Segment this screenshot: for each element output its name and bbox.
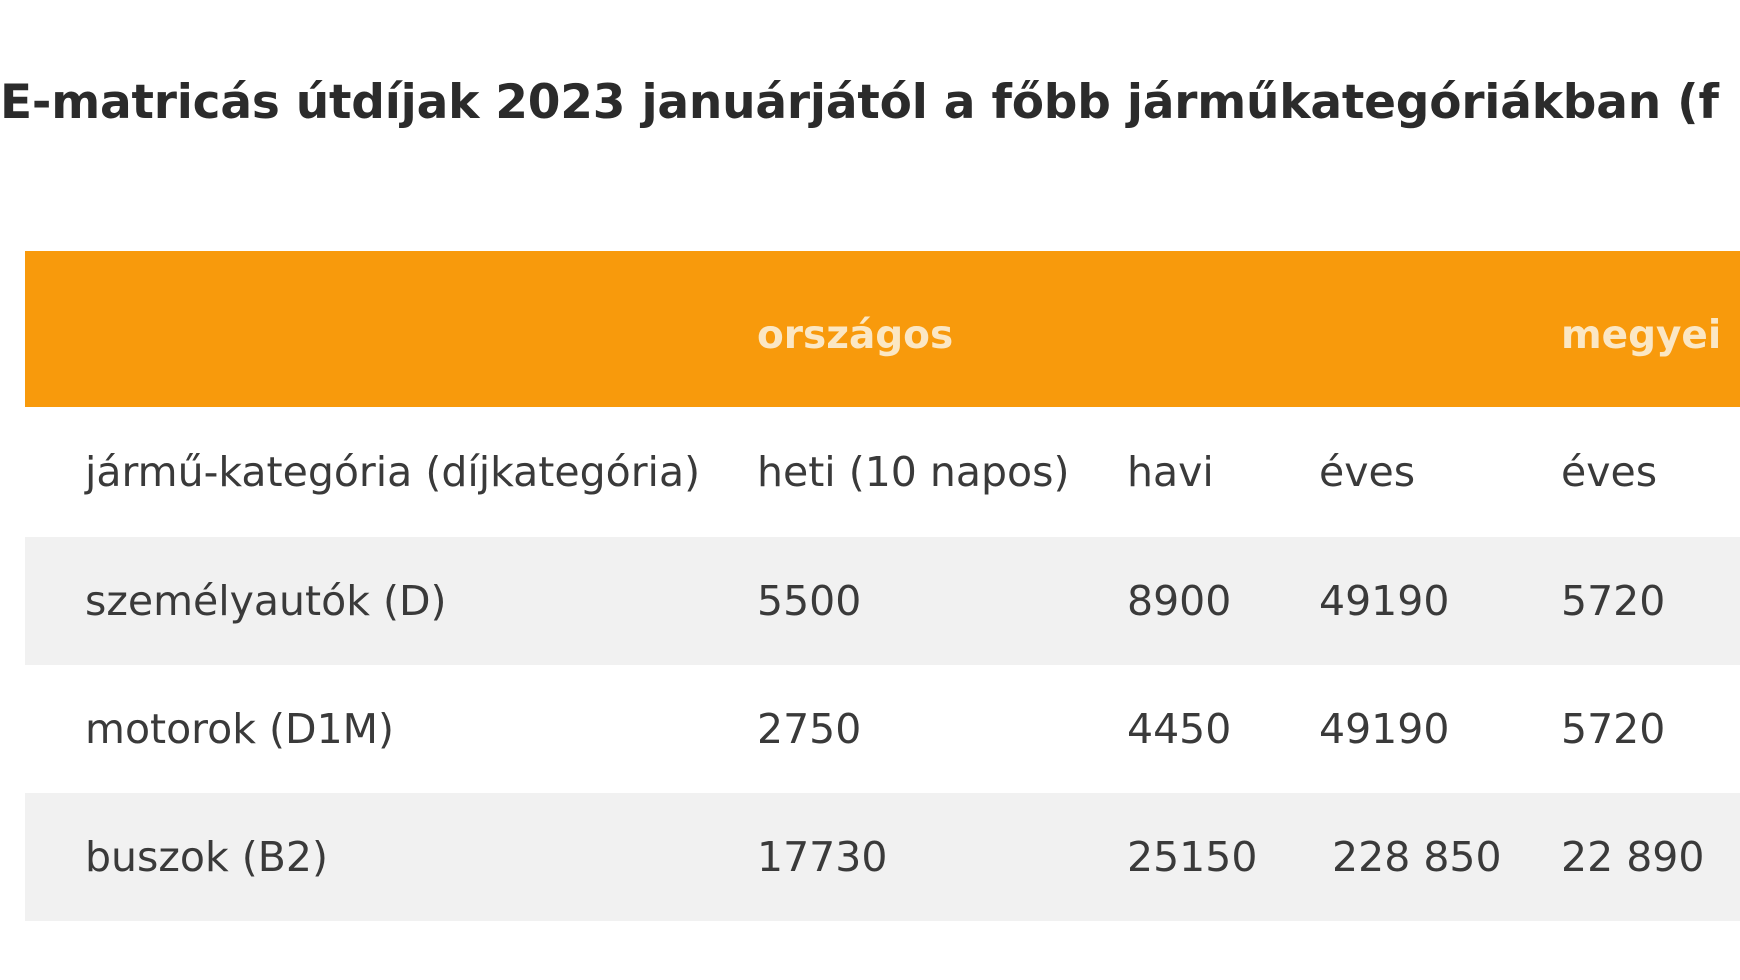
row-category: személyautók (D) [85,577,447,625]
row-yearly-county: 22 890 [1561,833,1705,881]
row-yearly-national: 49190 [1319,577,1450,625]
column-header-monthly: havi [1127,448,1214,496]
row-monthly: 8900 [1127,577,1232,625]
row-weekly: 2750 [757,705,862,753]
table-row: motorok (D1M) 2750 4450 49190 5720 [25,665,1740,793]
group-header-orszagos: országos [757,312,954,358]
row-yearly-county: 5720 [1561,705,1666,753]
table-group-header-row: országos megyei [25,251,1740,407]
group-header-megyei: megyei [1561,312,1722,358]
toll-table: országos megyei jármű-kategória (díjkate… [25,251,1740,921]
table-row: buszok (B2) 17730 25150 228 850 22 890 [25,793,1740,921]
column-header-yearly-national: éves [1319,448,1416,496]
table-row: személyautók (D) 5500 8900 49190 5720 [25,537,1740,665]
row-monthly: 25150 [1127,833,1258,881]
row-yearly-national: 228 850 [1319,833,1502,881]
row-yearly-county: 5720 [1561,577,1666,625]
column-header-yearly-county: éves [1561,448,1658,496]
column-header-weekly: heti (10 napos) [757,448,1070,496]
row-monthly: 4450 [1127,705,1232,753]
row-weekly: 5500 [757,577,862,625]
row-category: motorok (D1M) [85,705,395,753]
row-yearly-national: 49190 [1319,705,1450,753]
column-header-category: jármű-kategória (díjkategória) [85,448,701,496]
table-column-header-row: jármű-kategória (díjkategória) heti (10 … [25,407,1740,537]
row-category: buszok (B2) [85,833,328,881]
page-title: E-matricás útdíjak 2023 januárjától a fő… [0,75,1719,130]
row-weekly: 17730 [757,833,888,881]
